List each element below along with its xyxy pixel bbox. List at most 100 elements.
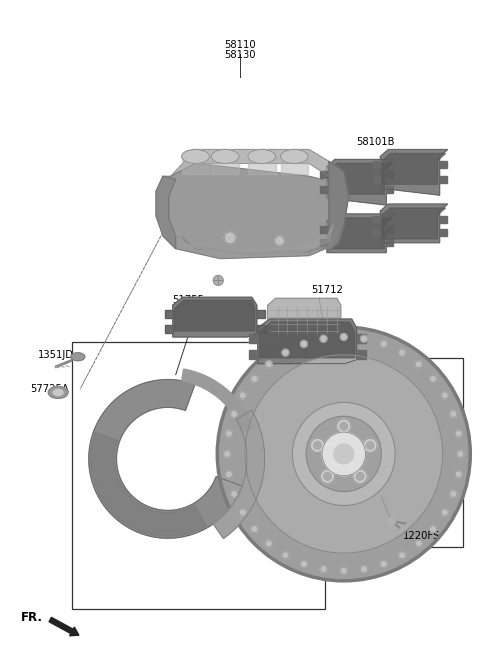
- Polygon shape: [440, 162, 446, 168]
- Polygon shape: [165, 310, 173, 318]
- Polygon shape: [320, 186, 327, 193]
- Circle shape: [457, 451, 464, 457]
- Polygon shape: [257, 325, 264, 333]
- Polygon shape: [89, 380, 242, 538]
- Circle shape: [282, 349, 289, 356]
- Circle shape: [337, 419, 351, 433]
- Polygon shape: [327, 214, 394, 253]
- Polygon shape: [440, 216, 446, 223]
- Circle shape: [231, 411, 238, 417]
- Circle shape: [245, 355, 443, 553]
- Polygon shape: [163, 164, 344, 259]
- Circle shape: [340, 568, 347, 574]
- Circle shape: [306, 417, 381, 491]
- Circle shape: [430, 526, 437, 533]
- Text: 58101B: 58101B: [357, 137, 395, 147]
- Text: 58110: 58110: [224, 40, 256, 51]
- Polygon shape: [249, 350, 258, 359]
- FancyArrow shape: [49, 618, 79, 636]
- Polygon shape: [329, 218, 392, 249]
- Polygon shape: [320, 238, 327, 246]
- Circle shape: [311, 438, 324, 452]
- Circle shape: [450, 411, 457, 417]
- Circle shape: [292, 402, 395, 505]
- Polygon shape: [373, 216, 380, 223]
- Polygon shape: [380, 150, 447, 195]
- Circle shape: [441, 509, 448, 516]
- Polygon shape: [386, 171, 393, 178]
- Polygon shape: [211, 156, 239, 174]
- Circle shape: [399, 552, 406, 558]
- Text: 57725A: 57725A: [30, 384, 69, 394]
- Ellipse shape: [71, 353, 85, 361]
- Polygon shape: [248, 156, 276, 174]
- Polygon shape: [249, 334, 258, 343]
- Text: 51755: 51755: [173, 295, 204, 306]
- Polygon shape: [175, 300, 255, 331]
- Circle shape: [380, 560, 387, 568]
- Polygon shape: [386, 238, 393, 246]
- Circle shape: [363, 438, 377, 452]
- Circle shape: [226, 430, 232, 437]
- Bar: [72, 342, 325, 608]
- Circle shape: [320, 566, 327, 573]
- Polygon shape: [357, 334, 366, 343]
- Circle shape: [322, 432, 366, 476]
- Circle shape: [415, 540, 422, 547]
- Polygon shape: [440, 176, 446, 183]
- Circle shape: [213, 275, 223, 285]
- Circle shape: [334, 444, 354, 464]
- Polygon shape: [440, 229, 446, 236]
- Circle shape: [300, 340, 307, 348]
- Polygon shape: [213, 411, 264, 539]
- Polygon shape: [386, 226, 393, 233]
- Circle shape: [387, 518, 395, 526]
- Polygon shape: [320, 171, 327, 178]
- Circle shape: [455, 471, 462, 478]
- Ellipse shape: [48, 386, 68, 398]
- Polygon shape: [268, 298, 341, 335]
- Text: 51712: 51712: [311, 285, 343, 296]
- Polygon shape: [260, 322, 355, 358]
- Circle shape: [226, 471, 232, 478]
- Circle shape: [321, 470, 335, 484]
- Polygon shape: [373, 162, 380, 168]
- Polygon shape: [329, 162, 349, 251]
- Polygon shape: [383, 154, 445, 184]
- Polygon shape: [327, 160, 394, 205]
- Text: FR.: FR.: [21, 611, 43, 624]
- Circle shape: [455, 430, 462, 437]
- Text: 51756: 51756: [173, 306, 204, 316]
- Circle shape: [441, 392, 448, 399]
- Polygon shape: [91, 432, 206, 536]
- Circle shape: [340, 422, 348, 430]
- Circle shape: [380, 340, 387, 348]
- Circle shape: [265, 540, 272, 547]
- Polygon shape: [173, 297, 257, 337]
- Circle shape: [340, 334, 347, 340]
- Circle shape: [224, 232, 236, 244]
- Polygon shape: [176, 226, 339, 256]
- Polygon shape: [380, 204, 447, 242]
- Bar: [295, 358, 463, 547]
- Circle shape: [240, 509, 246, 516]
- Polygon shape: [383, 208, 445, 238]
- Polygon shape: [156, 176, 176, 249]
- Polygon shape: [181, 369, 253, 432]
- Circle shape: [275, 236, 285, 246]
- Circle shape: [282, 552, 289, 558]
- Polygon shape: [182, 156, 209, 174]
- Text: 58130: 58130: [224, 51, 256, 60]
- Circle shape: [360, 335, 368, 342]
- Polygon shape: [280, 156, 308, 174]
- Circle shape: [353, 470, 367, 484]
- Circle shape: [415, 361, 422, 368]
- Circle shape: [366, 442, 374, 449]
- Polygon shape: [257, 310, 264, 318]
- Circle shape: [313, 442, 322, 449]
- Circle shape: [360, 566, 368, 573]
- Circle shape: [224, 451, 230, 457]
- Ellipse shape: [53, 390, 63, 396]
- Text: 1220FS: 1220FS: [403, 532, 440, 541]
- Ellipse shape: [248, 150, 276, 164]
